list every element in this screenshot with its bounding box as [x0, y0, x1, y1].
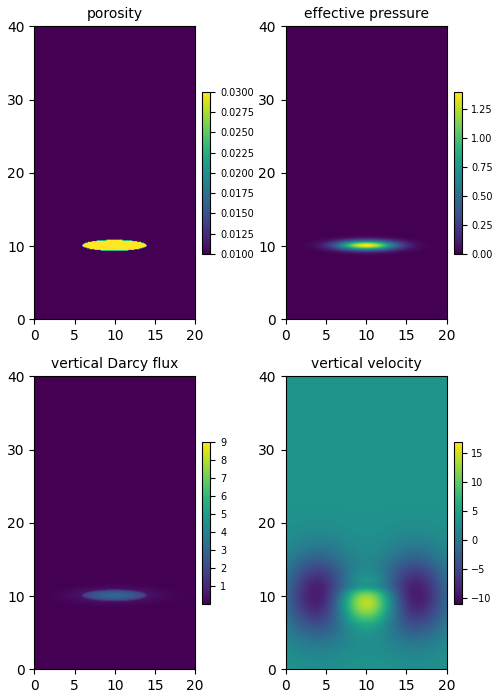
Title: porosity: porosity	[86, 7, 143, 21]
Title: vertical Darcy flux: vertical Darcy flux	[51, 357, 178, 371]
Title: vertical velocity: vertical velocity	[310, 357, 422, 371]
Title: effective pressure: effective pressure	[304, 7, 428, 21]
